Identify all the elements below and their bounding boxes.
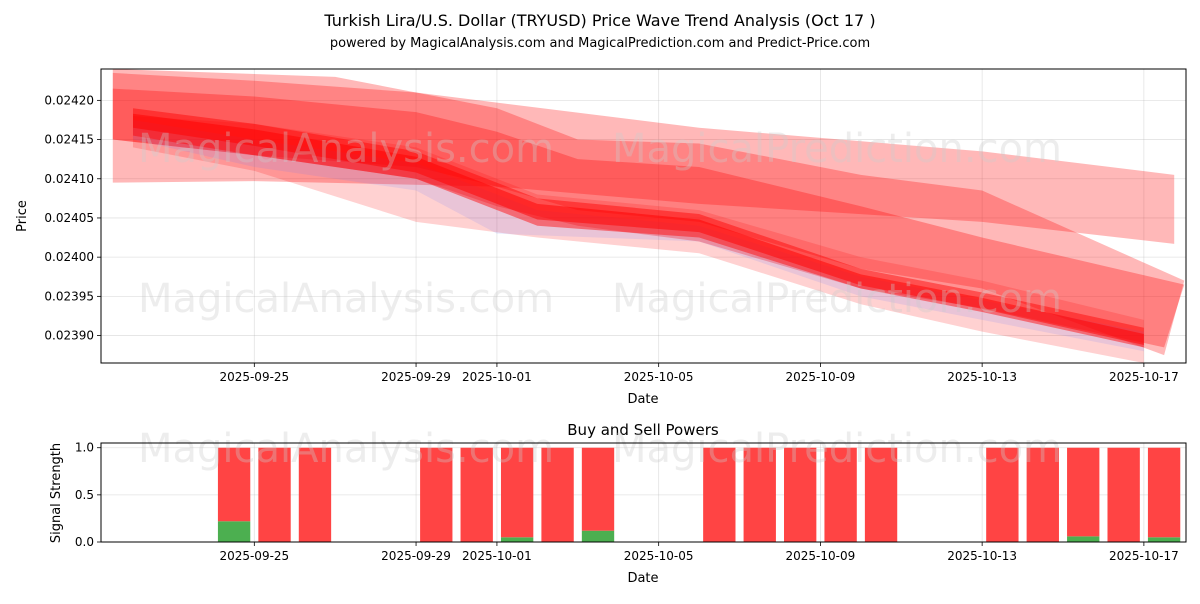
signal-x-tick-label: 2025-10-01 (462, 549, 532, 563)
price-panel: MagicalAnalysis.com MagicalPrediction.com… (15, 68, 1187, 407)
buy-bar (581, 530, 615, 542)
price-watermark: MagicalAnalysis.com (138, 126, 554, 172)
price-y-tick-label: 0.02410 (44, 172, 94, 186)
price-x-tick-label: 2025-10-05 (624, 370, 694, 384)
sell-bar (541, 447, 574, 542)
signal-x-axis-label: Date (627, 571, 658, 586)
sell-bar (1147, 447, 1181, 538)
signal-panel: Buy and Sell Powers MagicalAnalysis.com M… (49, 421, 1187, 586)
sell-bar (460, 447, 493, 542)
signal-y-ticks: 0.0 0.5 1.0 (75, 441, 101, 549)
sell-bar (784, 447, 817, 542)
signal-x-tick-label: 2025-09-25 (219, 549, 289, 563)
signal-bars (217, 447, 1181, 542)
price-plot-frame (100, 68, 1187, 364)
signal-y-tick-label: 0.0 (75, 535, 94, 549)
signal-x-tick-label: 2025-10-09 (786, 549, 856, 563)
price-x-tick-label: 2025-09-25 (219, 370, 289, 384)
price-watermarks: MagicalAnalysis.com MagicalPrediction.com… (138, 126, 1062, 322)
signal-watermarks: MagicalAnalysis.com MagicalPrediction.com (138, 426, 1062, 472)
signal-y-axis-label: Signal Strength (49, 443, 64, 543)
sell-bar (1026, 447, 1059, 542)
signal-y-tick-label: 0.5 (75, 488, 94, 502)
sell-bar (581, 447, 615, 531)
signal-x-tick-label: 2025-10-05 (624, 549, 694, 563)
signal-x-tick-label: 2025-09-29 (381, 549, 451, 563)
sell-bar (864, 447, 898, 542)
price-y-tick-label: 0.02415 (44, 133, 94, 147)
sell-bar (258, 447, 291, 542)
buy-bar (217, 521, 251, 542)
price-y-tick-label: 0.02390 (44, 329, 94, 343)
signal-plot-frame (100, 442, 1187, 543)
signal-chart-title: Buy and Sell Powers (567, 421, 719, 439)
buy-bar (1147, 537, 1181, 542)
wave-band-7 (133, 113, 1144, 345)
price-y-tick-label: 0.02420 (44, 93, 94, 107)
wave-band-5 (133, 119, 1144, 352)
sell-bar (1107, 447, 1140, 542)
sell-bar (743, 447, 776, 542)
wave-band-4 (133, 116, 1144, 363)
signal-x-ticks: 2025-09-25 2025-09-29 2025-10-01 2025-10-05… (219, 542, 1179, 563)
signal-watermark: MagicalAnalysis.com (138, 426, 554, 472)
buy-bar (1067, 536, 1100, 542)
sell-bar (703, 447, 736, 542)
price-y-ticks: 0.02390 0.02395 0.02400 0.02405 0.02410 0.024… (44, 93, 101, 343)
price-y-axis-label: Price (15, 200, 30, 232)
sell-bar (824, 447, 857, 542)
sell-bar (420, 447, 453, 542)
price-x-tick-label: 2025-09-29 (381, 370, 451, 384)
price-x-tick-label: 2025-10-09 (786, 370, 856, 384)
price-x-tick-label: 2025-10-01 (462, 370, 532, 384)
signal-x-tick-label: 2025-10-17 (1109, 549, 1179, 563)
signal-x-tick-label: 2025-10-13 (947, 549, 1017, 563)
price-y-tick-label: 0.02395 (44, 289, 94, 303)
price-y-tick-label: 0.02405 (44, 211, 94, 225)
chart-title: Turkish Lira/U.S. Dollar (TRYUSD) Price … (323, 11, 875, 30)
price-x-ticks: 2025-09-25 2025-09-29 2025-10-01 2025-10-05… (219, 363, 1179, 384)
price-x-axis-label: Date (627, 392, 658, 407)
buy-bar (500, 537, 534, 542)
sell-bar (500, 447, 534, 538)
signal-y-tick-label: 1.0 (75, 441, 94, 455)
price-x-tick-label: 2025-10-17 (1109, 370, 1179, 384)
sell-bar (1067, 447, 1100, 537)
chart-subtitle: powered by MagicalAnalysis.com and Magic… (330, 36, 870, 51)
signal-watermark: MagicalPrediction.com (612, 426, 1062, 472)
price-watermark: MagicalPrediction.com (612, 276, 1062, 322)
sell-bar (217, 447, 251, 522)
wave-band-1 (112, 69, 1175, 244)
wave-band-2 (112, 72, 1185, 356)
sell-bar (298, 447, 332, 542)
sell-bar (986, 447, 1019, 542)
price-x-tick-label: 2025-10-13 (947, 370, 1017, 384)
price-watermark: MagicalPrediction.com (612, 126, 1062, 172)
price-y-tick-label: 0.02400 (44, 250, 94, 264)
price-wave-bands (112, 69, 1185, 363)
price-watermark: MagicalAnalysis.com (138, 276, 554, 322)
